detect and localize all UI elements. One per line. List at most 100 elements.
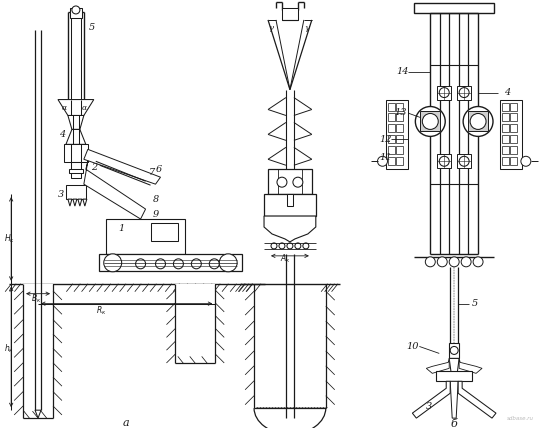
Bar [397, 146, 404, 154]
Circle shape [473, 257, 483, 267]
Circle shape [439, 88, 449, 98]
Circle shape [439, 156, 449, 166]
Text: $R_{\kappa}$: $R_{\kappa}$ [96, 304, 106, 317]
Bar [510, 135, 517, 143]
Bar [502, 102, 509, 111]
Bar [510, 114, 517, 121]
Polygon shape [83, 199, 87, 206]
Circle shape [459, 156, 469, 166]
Bar [397, 157, 404, 165]
Text: 11: 11 [380, 153, 392, 162]
Bar [151, 223, 178, 241]
Circle shape [449, 257, 459, 267]
Polygon shape [35, 410, 41, 418]
Text: $A_{\kappa}$: $A_{\kappa}$ [280, 252, 290, 265]
Bar [66, 185, 86, 199]
Polygon shape [106, 219, 186, 254]
Text: α: α [82, 104, 87, 111]
Bar [388, 135, 395, 143]
Text: 10: 10 [406, 342, 419, 351]
Bar [436, 372, 472, 381]
Bar [69, 169, 83, 173]
Circle shape [209, 259, 219, 269]
Text: б: б [451, 419, 458, 429]
Bar [421, 111, 440, 132]
Bar [397, 124, 404, 132]
Polygon shape [68, 199, 72, 206]
Bar [449, 344, 459, 358]
Bar [510, 157, 517, 165]
Bar [388, 102, 395, 111]
Bar [437, 154, 451, 168]
Polygon shape [412, 381, 450, 418]
Bar [510, 102, 517, 111]
Circle shape [104, 254, 122, 272]
Bar [175, 284, 215, 363]
Polygon shape [73, 199, 77, 206]
Bar [457, 86, 471, 100]
Circle shape [287, 243, 293, 249]
Polygon shape [426, 358, 449, 373]
Circle shape [293, 177, 303, 187]
Text: 7: 7 [149, 168, 155, 177]
Text: 5: 5 [472, 299, 478, 308]
Text: $h_{\kappa}$: $h_{\kappa}$ [4, 342, 14, 355]
Bar [502, 124, 509, 132]
Bar [397, 135, 404, 143]
Text: 12: 12 [380, 135, 392, 144]
Bar [502, 135, 509, 143]
Bar [502, 157, 509, 165]
Polygon shape [458, 381, 496, 418]
Bar [415, 3, 494, 13]
Polygon shape [78, 199, 82, 206]
Circle shape [425, 257, 435, 267]
Bar [386, 100, 409, 169]
Text: 14: 14 [397, 67, 409, 76]
Polygon shape [58, 100, 94, 116]
Polygon shape [66, 129, 86, 144]
Bar [502, 146, 509, 154]
Bar [268, 169, 312, 194]
Bar [71, 162, 81, 178]
Text: α: α [62, 104, 67, 111]
Text: sdbase.ru: sdbase.ru [507, 416, 534, 421]
Circle shape [271, 243, 277, 249]
Circle shape [461, 257, 471, 267]
Circle shape [437, 257, 447, 267]
Bar [457, 154, 471, 168]
Bar [510, 146, 517, 154]
Circle shape [303, 243, 309, 249]
Circle shape [72, 6, 80, 14]
Circle shape [174, 259, 183, 269]
Bar [282, 8, 298, 20]
Circle shape [463, 107, 493, 136]
Circle shape [450, 347, 458, 354]
Text: 13: 13 [394, 108, 407, 117]
Text: 1: 1 [119, 224, 125, 233]
Circle shape [295, 243, 301, 249]
Bar [500, 100, 522, 169]
Text: $B_{\kappa}$: $B_{\kappa}$ [31, 292, 41, 305]
Bar [502, 114, 509, 121]
Text: 5: 5 [89, 23, 95, 32]
Bar [388, 114, 395, 121]
Text: 8: 8 [152, 195, 159, 204]
Bar [388, 124, 395, 132]
Polygon shape [459, 358, 482, 373]
Polygon shape [84, 161, 146, 219]
Text: γ: γ [268, 24, 273, 32]
Text: 6: 6 [156, 165, 162, 174]
Circle shape [459, 88, 469, 98]
Circle shape [470, 114, 486, 129]
Polygon shape [264, 216, 316, 242]
Circle shape [416, 107, 445, 136]
Polygon shape [450, 381, 458, 418]
Polygon shape [84, 149, 160, 184]
Circle shape [422, 114, 438, 129]
Bar [397, 114, 404, 121]
Bar [64, 144, 88, 162]
Circle shape [378, 156, 387, 166]
Polygon shape [449, 358, 459, 373]
Bar [388, 157, 395, 165]
Polygon shape [68, 116, 84, 129]
